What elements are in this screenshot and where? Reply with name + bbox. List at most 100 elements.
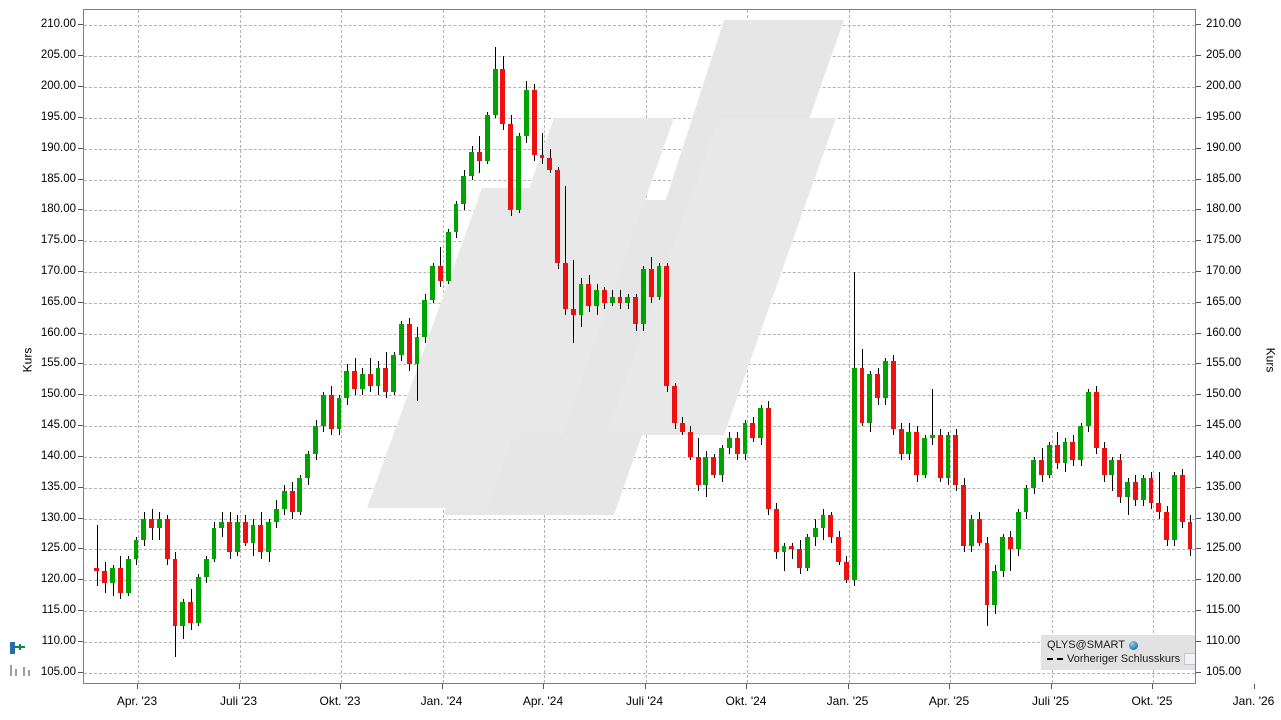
candle-body-up[interactable] (641, 268, 646, 325)
candle-body-down[interactable] (508, 124, 514, 211)
candle-body-up[interactable] (578, 284, 584, 316)
candle-body-down[interactable] (797, 549, 802, 568)
candle-body-down[interactable] (477, 151, 482, 161)
candle-body-down[interactable] (695, 456, 701, 485)
candle-body-down[interactable] (1156, 503, 1162, 513)
candle-body-down[interactable] (859, 367, 865, 423)
candle-body-down[interactable] (1179, 475, 1185, 522)
candle-body-up[interactable] (1015, 512, 1021, 550)
candle-body-down[interactable] (1132, 481, 1138, 501)
candle-body-up[interactable] (398, 324, 404, 356)
candle-body-down[interactable] (352, 370, 357, 390)
candle-body-down[interactable] (383, 367, 389, 393)
candle-body-up[interactable] (461, 176, 467, 205)
candle-body-down[interactable] (1039, 460, 1045, 476)
candle-body-down[interactable] (773, 509, 779, 553)
candle-body-down[interactable] (648, 268, 654, 297)
candle-body-down[interactable] (149, 518, 154, 528)
candle-body-up[interactable] (1047, 444, 1052, 476)
candle-body-up[interactable] (1000, 537, 1005, 571)
candle-body-down[interactable] (633, 296, 639, 325)
candle-body-up[interactable] (945, 435, 951, 479)
candle-body-down[interactable] (898, 429, 904, 454)
legend-color-swatch[interactable] (1184, 653, 1195, 665)
candle-body-down[interactable] (555, 170, 560, 263)
candle-body-up[interactable] (484, 114, 490, 161)
candle-body-down[interactable] (172, 558, 178, 627)
candle-body-up[interactable] (235, 521, 240, 553)
candle-body-down[interactable] (711, 456, 717, 476)
candle-body-up[interactable] (656, 265, 662, 297)
candle-body-down[interactable] (1007, 537, 1013, 550)
candle-body-down[interactable] (1195, 549, 1196, 558)
candle-body-up[interactable] (445, 231, 451, 282)
candle-body-down[interactable] (1054, 444, 1060, 464)
candle-body-up[interactable] (922, 438, 927, 476)
candle-body-down[interactable] (1187, 521, 1193, 550)
candle-body-up[interactable] (726, 438, 732, 448)
candle-body-down[interactable] (1101, 447, 1107, 476)
candle-body-up[interactable] (453, 204, 459, 232)
candle-body-up[interactable] (141, 518, 147, 541)
candle-body-up[interactable] (781, 546, 787, 553)
candle-body-up[interactable] (313, 426, 318, 454)
candle-body-down[interactable] (953, 435, 959, 485)
chart-legend[interactable]: QLYS@SMART Vorheriger Schlusskurs (1041, 635, 1195, 670)
candle-body-up[interactable] (1086, 392, 1091, 427)
legend-row-series[interactable]: QLYS@SMART (1047, 638, 1195, 652)
candle-body-down[interactable] (1093, 392, 1099, 448)
candle-body-up[interactable] (594, 290, 599, 306)
candle-body-up[interactable] (156, 518, 162, 528)
candle-body-up[interactable] (758, 407, 763, 439)
corner-icon-group[interactable] (8, 640, 38, 676)
candle-body-up[interactable] (929, 435, 935, 439)
candle-body-up[interactable] (430, 265, 436, 300)
candle-body-up[interactable] (719, 447, 724, 476)
candle-body-up[interactable] (219, 521, 225, 528)
candle-body-up[interactable] (492, 68, 498, 115)
candle-body-down[interactable] (789, 546, 795, 550)
candle-body-up[interactable] (1062, 441, 1068, 464)
candle-body-down[interactable] (984, 543, 990, 605)
candle-body-down[interactable] (531, 90, 537, 155)
candle-body-up[interactable] (125, 558, 131, 593)
candle-body-up[interactable] (203, 558, 209, 578)
candle-body-up[interactable] (422, 299, 428, 337)
candle-body-down[interactable] (601, 290, 607, 303)
candle-body-up[interactable] (867, 373, 873, 423)
candle-body-down[interactable] (562, 262, 568, 309)
candle-body-up[interactable] (250, 524, 256, 544)
candle-body-down[interactable] (94, 567, 100, 571)
candle-body-down[interactable] (765, 407, 771, 510)
candle-body-down[interactable] (961, 484, 966, 547)
candle-body-down[interactable] (227, 521, 233, 553)
candle-body-down[interactable] (1117, 460, 1123, 497)
candle-body-up[interactable] (469, 151, 475, 177)
candle-body-up[interactable] (133, 540, 139, 559)
candle-body-down[interactable] (367, 373, 373, 387)
chart-plot-area[interactable]: QLYS@SMART Vorheriger Schlusskurs (83, 9, 1196, 684)
candle-body-down[interactable] (1164, 512, 1169, 541)
candle-body-down[interactable] (890, 361, 896, 430)
candle-body-down[interactable] (937, 435, 943, 479)
candle-body-up[interactable] (336, 398, 342, 430)
candle-body-up[interactable] (274, 509, 279, 522)
candle-body-down[interactable] (687, 432, 693, 457)
candle-body-up[interactable] (297, 478, 303, 513)
candle-body-up[interactable] (391, 355, 396, 393)
candle-body-up[interactable] (110, 567, 115, 584)
candle-body-up[interactable] (281, 490, 287, 510)
candle-body-down[interactable] (617, 296, 623, 303)
candle-body-up[interactable] (320, 395, 326, 427)
candle-body-down[interactable] (328, 395, 334, 430)
candle-body-up[interactable] (523, 90, 529, 137)
candle-body-down[interactable] (188, 601, 193, 624)
candle-body-up[interactable] (851, 367, 857, 581)
candle-body-up[interactable] (906, 432, 912, 454)
candle-body-up[interactable] (1109, 460, 1115, 476)
candle-body-down[interactable] (734, 438, 740, 454)
candle-body-down[interactable] (258, 524, 264, 553)
candle-body-up[interactable] (703, 456, 709, 485)
candle-body-down[interactable] (750, 423, 756, 439)
candle-body-up[interactable] (609, 296, 615, 303)
